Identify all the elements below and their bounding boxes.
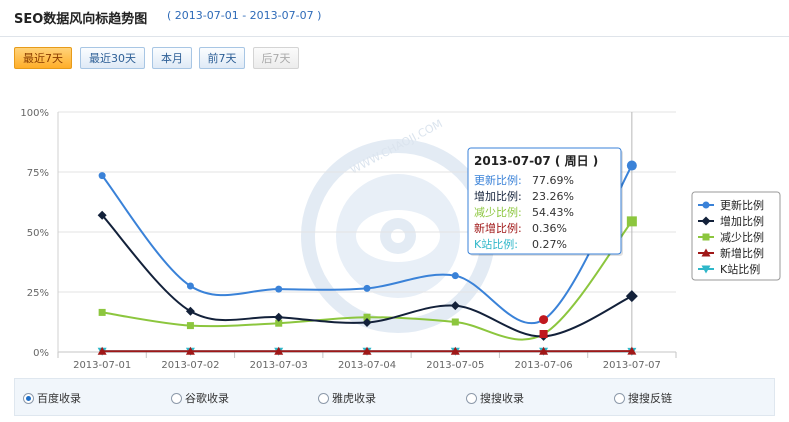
x-tick-label: 2013-07-06	[515, 360, 573, 371]
data-point	[97, 346, 107, 355]
legend-label: 新增比例	[720, 246, 764, 260]
page-title: SEO数据风向标趋势图	[14, 12, 148, 27]
data-point	[362, 317, 372, 327]
data-point	[98, 172, 106, 180]
trend-chart: WWW.CHAOJI.COM 0% 25% 50% 75% 100% 2013-07-0…	[0, 90, 789, 375]
data-point	[627, 346, 637, 355]
x-tick-label: 2013-07-04	[338, 360, 396, 371]
data-point	[363, 284, 371, 292]
radio-label: 搜搜反链	[628, 392, 672, 405]
data-point	[274, 312, 284, 322]
data-point	[363, 313, 371, 321]
radio-label: 雅虎收录	[332, 392, 376, 405]
radio-baidu[interactable]: 百度收录	[23, 390, 81, 406]
data-point	[275, 319, 283, 327]
radio-soso-backlinks[interactable]: 搜搜反链	[614, 390, 672, 406]
legend-marker	[701, 265, 711, 274]
x-tick-label: 2013-07-05	[426, 360, 484, 371]
highlight-point	[539, 315, 549, 325]
radio-label: 谷歌收录	[185, 392, 229, 405]
page-header: SEO数据风向标趋势图 ( 2013-07-01 - 2013-07-07 )	[0, 0, 789, 37]
x-axis-ticks: 2013-07-01 2013-07-02 2013-07-03 2013-07-04…	[57, 352, 677, 371]
tooltip-value: 0.36%	[532, 222, 567, 235]
highlight-point	[539, 330, 548, 338]
radio-unchecked-icon	[466, 393, 477, 404]
data-point	[97, 210, 107, 220]
tooltip-label: 增加比例:	[474, 189, 522, 203]
next-7-days-button[interactable]: 后7天	[253, 47, 299, 69]
data-point	[626, 160, 637, 171]
tooltip-label: 减少比例:	[474, 205, 522, 219]
tooltip-box	[467, 147, 622, 255]
data-point	[450, 346, 460, 355]
data-point	[450, 301, 460, 311]
x-tick-label: 2013-07-01	[73, 360, 131, 371]
radio-google[interactable]: 谷歌收录	[171, 390, 229, 406]
tooltip-label: 新增比例:	[474, 221, 522, 235]
source-selector: 百度收录 谷歌收录 雅虎收录 搜搜收录 搜搜反链	[14, 378, 775, 416]
previous-7-days-button[interactable]: 前7天	[199, 47, 245, 69]
chart-series	[97, 160, 638, 356]
watermark-logo: WWW.CHAOJI.COM	[301, 117, 495, 333]
tooltip-date: 2013-07-07 ( 周日 )	[474, 154, 598, 168]
data-point	[451, 318, 459, 326]
tooltip-label: 更新比例:	[474, 173, 522, 187]
x-tick-label: 2013-07-02	[161, 360, 219, 371]
data-point	[186, 322, 194, 330]
radio-unchecked-icon	[614, 393, 625, 404]
radio-unchecked-icon	[318, 393, 329, 404]
legend-marker	[702, 233, 710, 241]
last-30-days-button[interactable]: 最近30天	[80, 47, 145, 69]
legend-label: K站比例	[720, 262, 760, 276]
data-point	[98, 308, 106, 316]
legend-marker	[701, 216, 711, 226]
tooltip-value: 23.26%	[532, 190, 574, 203]
x-tick-label: 2013-07-07	[603, 360, 661, 371]
radio-label: 搜搜收录	[480, 392, 524, 405]
data-point	[626, 216, 637, 227]
chart-tooltip: 2013-07-07 ( 周日 ) 更新比例: 77.69% 增加比例: 23.26…	[467, 147, 623, 256]
x-tick-label: 2013-07-03	[250, 360, 308, 371]
data-point	[186, 282, 194, 290]
legend-marker	[702, 201, 710, 209]
tooltip-label: K站比例:	[474, 237, 518, 251]
radio-yahoo[interactable]: 雅虎收录	[318, 390, 376, 406]
data-point	[274, 346, 284, 355]
data-point	[185, 306, 195, 316]
data-point	[362, 346, 372, 355]
legend-label: 减少比例	[720, 230, 764, 244]
tooltip-value: 0.27%	[532, 238, 567, 251]
radio-label: 百度收录	[37, 392, 81, 405]
legend-label: 更新比例	[720, 198, 764, 212]
date-range: ( 2013-07-01 - 2013-07-07 )	[167, 9, 322, 22]
data-point	[275, 285, 283, 293]
y-tick-label: 25%	[27, 288, 49, 299]
radio-checked-icon	[23, 393, 34, 404]
y-tick-label: 100%	[20, 108, 49, 119]
legend-box	[691, 191, 781, 281]
y-axis-ticks: 0% 25% 50% 75% 100%	[20, 108, 49, 359]
y-tick-label: 75%	[27, 168, 49, 179]
y-tick-label: 0%	[33, 348, 49, 359]
radio-unchecked-icon	[171, 393, 182, 404]
tooltip-value: 54.43%	[532, 206, 574, 219]
legend-marker	[701, 248, 711, 257]
y-tick-label: 50%	[27, 228, 49, 239]
data-point	[185, 346, 195, 355]
data-point	[625, 290, 638, 303]
radio-soso-index[interactable]: 搜搜收录	[466, 390, 524, 406]
last-7-days-button[interactable]: 最近7天	[14, 47, 72, 69]
data-point	[539, 346, 549, 355]
tooltip-value: 77.69%	[532, 174, 574, 187]
trend-chart-svg: WWW.CHAOJI.COM 0% 25% 50% 75% 100% 2013-07-0…	[20, 108, 781, 371]
this-month-button[interactable]: 本月	[152, 47, 192, 69]
data-point	[451, 272, 459, 280]
legend-label: 增加比例	[720, 214, 764, 228]
